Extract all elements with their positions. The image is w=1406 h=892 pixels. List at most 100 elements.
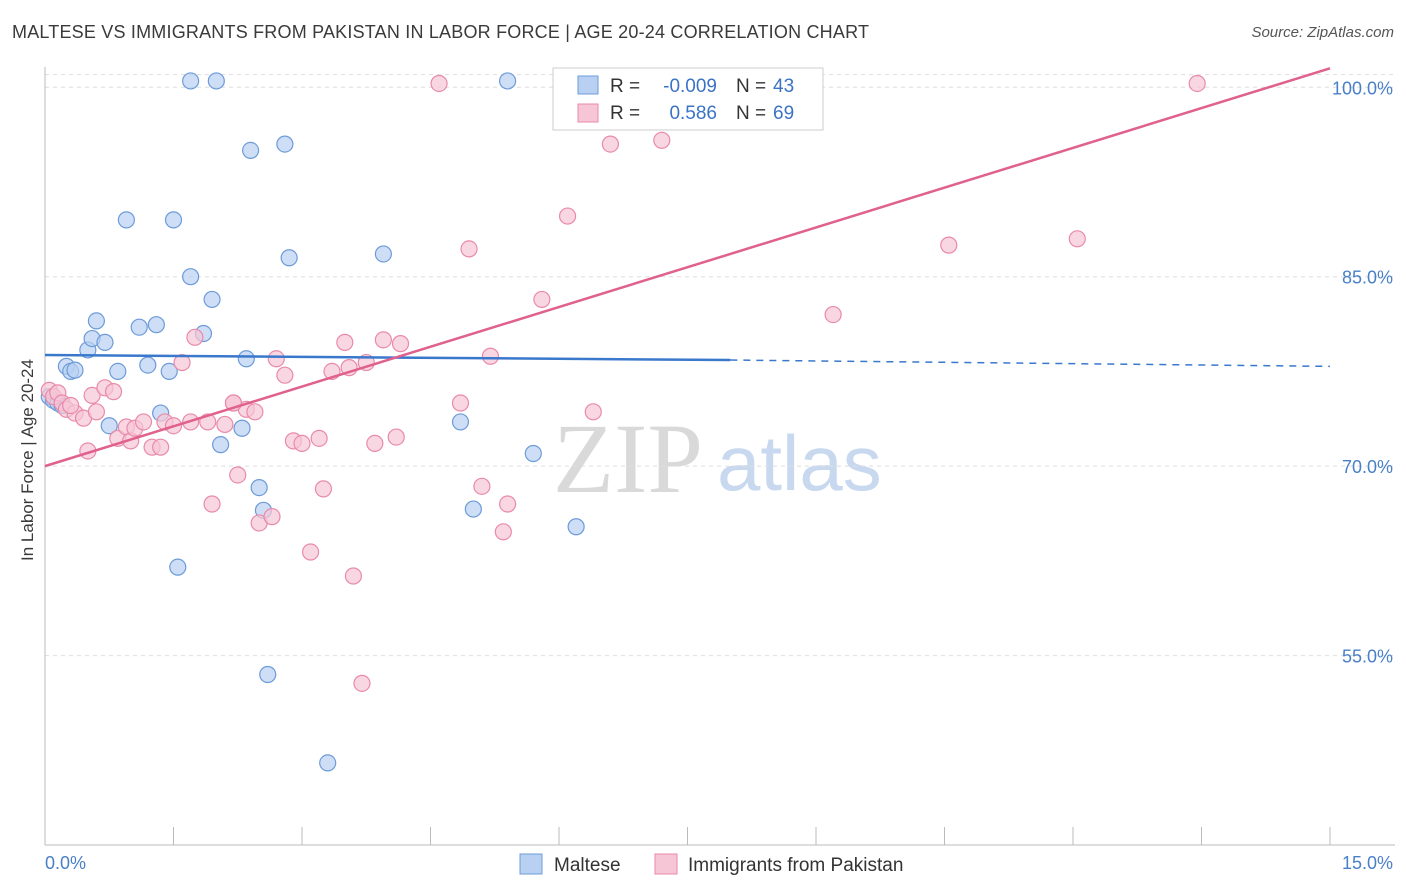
trend-lines bbox=[44, 67, 1331, 468]
source-credit: Source: ZipAtlas.com bbox=[1251, 24, 1394, 41]
pakistan-point bbox=[203, 495, 221, 513]
maltese-point bbox=[242, 141, 260, 160]
pakistan-point bbox=[824, 305, 842, 324]
maltese-point bbox=[250, 478, 268, 497]
pakistan-point bbox=[301, 543, 320, 561]
legend-maltese-n-value: 43 bbox=[773, 76, 794, 97]
y-tick-label: 70.0% bbox=[1342, 457, 1393, 477]
maltese-point bbox=[109, 362, 127, 381]
data-points bbox=[40, 72, 1206, 772]
maltese-point bbox=[237, 350, 255, 368]
pakistan-point bbox=[473, 477, 491, 495]
maltese-point bbox=[100, 417, 118, 435]
x-tick-label: 15.0% bbox=[1342, 853, 1393, 873]
maltese-point bbox=[499, 72, 517, 90]
correlation-legend: R = -0.009 N = 43 R = 0.586 N = 69 bbox=[552, 67, 824, 131]
y-tick-label: 55.0% bbox=[1342, 647, 1393, 667]
pakistan-point bbox=[1188, 74, 1206, 93]
pakistan-point bbox=[460, 240, 478, 258]
pakistan-point bbox=[499, 495, 517, 513]
axes: 55.0% 70.0% 85.0% 100.0% 0.0% 15.0% bbox=[44, 67, 1395, 873]
watermark: ZIP atlas bbox=[553, 403, 882, 514]
maltese-point bbox=[233, 419, 251, 437]
pakistan-point bbox=[366, 434, 384, 452]
maltese-point bbox=[212, 436, 230, 454]
pakistan-point bbox=[391, 335, 410, 353]
pakistan-point bbox=[451, 394, 470, 412]
maltese-point bbox=[374, 245, 392, 263]
legend-pakistan-r-value: 0.586 bbox=[669, 103, 717, 124]
maltese-point bbox=[164, 211, 183, 229]
pakistan-point bbox=[601, 135, 620, 153]
pakistan-point bbox=[83, 386, 101, 405]
maltese-point bbox=[207, 72, 225, 90]
maltese-point bbox=[130, 318, 148, 336]
pakistan-point bbox=[1068, 230, 1086, 248]
pakistan-point bbox=[533, 290, 551, 309]
pakistan-point bbox=[653, 131, 671, 149]
pakistan-point bbox=[216, 415, 234, 434]
maltese-point bbox=[276, 135, 294, 153]
y-tick-label: 85.0% bbox=[1342, 268, 1393, 288]
maltese-point bbox=[66, 361, 84, 379]
pakistan-point bbox=[310, 429, 328, 447]
pakistan-point bbox=[374, 331, 392, 349]
maltese-point bbox=[567, 518, 585, 536]
y-axis-label: In Labor Force | Age 20-24 bbox=[18, 359, 37, 561]
legend-maltese-swatch bbox=[577, 75, 599, 95]
maltese-point bbox=[182, 268, 200, 286]
maltese-point bbox=[160, 362, 178, 381]
pakistan-point bbox=[186, 328, 204, 346]
pakistan-point bbox=[87, 403, 106, 421]
pakistan-point bbox=[940, 236, 958, 254]
legend-pakistan-n-label: N = bbox=[736, 103, 766, 124]
pakistan-point bbox=[104, 383, 123, 401]
pakistan-point bbox=[152, 438, 170, 456]
pakistan-point bbox=[314, 480, 333, 498]
pakistan-point bbox=[293, 434, 311, 452]
pakistan-trend-line bbox=[44, 67, 1331, 468]
maltese-point bbox=[280, 249, 298, 267]
maltese-point bbox=[117, 211, 135, 229]
maltese-point bbox=[169, 558, 187, 576]
maltese-point bbox=[203, 290, 221, 309]
pakistan-point bbox=[173, 353, 191, 372]
bottom-legend-pakistan-label: Immigrants from Pakistan bbox=[688, 855, 903, 876]
legend-pakistan-n-value: 69 bbox=[773, 103, 794, 124]
legend-maltese-r-value: -0.009 bbox=[663, 76, 717, 97]
maltese-point bbox=[524, 444, 542, 463]
y-tick-label: 100.0% bbox=[1332, 78, 1393, 98]
pakistan-point bbox=[494, 523, 512, 541]
pakistan-point bbox=[344, 567, 362, 585]
bottom-legend-maltese-swatch bbox=[519, 853, 543, 875]
maltese-point bbox=[259, 665, 277, 684]
legend-pakistan-r-label: R = bbox=[610, 103, 640, 124]
legend-pakistan-swatch bbox=[577, 103, 599, 123]
maltese-point bbox=[87, 312, 106, 330]
maltese-point bbox=[96, 333, 114, 351]
pakistan-point bbox=[229, 466, 247, 484]
pakistan-point bbox=[353, 674, 371, 692]
bottom-legend-maltese-label: Maltese bbox=[554, 855, 621, 876]
maltese-point bbox=[182, 72, 200, 90]
pakistan-point bbox=[558, 207, 577, 225]
x-tick-label: 0.0% bbox=[45, 853, 86, 873]
series-legend: Maltese Immigrants from Pakistan bbox=[519, 853, 903, 876]
pakistan-point bbox=[481, 347, 500, 365]
legend-maltese-r-label: R = bbox=[610, 76, 640, 97]
pakistan-point bbox=[134, 413, 153, 431]
pakistan-point bbox=[387, 428, 405, 446]
maltese-point bbox=[451, 413, 470, 431]
maltese-point bbox=[147, 316, 165, 334]
maltese-point bbox=[139, 356, 157, 374]
bottom-legend-pakistan-swatch bbox=[654, 853, 678, 875]
pakistan-point bbox=[267, 350, 285, 368]
pakistan-point bbox=[336, 333, 354, 351]
watermark-atlas: atlas bbox=[717, 419, 882, 507]
maltese-trend-extension bbox=[730, 359, 1331, 368]
pakistan-point bbox=[276, 366, 294, 384]
maltese-point bbox=[319, 754, 337, 772]
pakistan-point bbox=[62, 396, 80, 415]
maltese-point bbox=[464, 500, 482, 518]
